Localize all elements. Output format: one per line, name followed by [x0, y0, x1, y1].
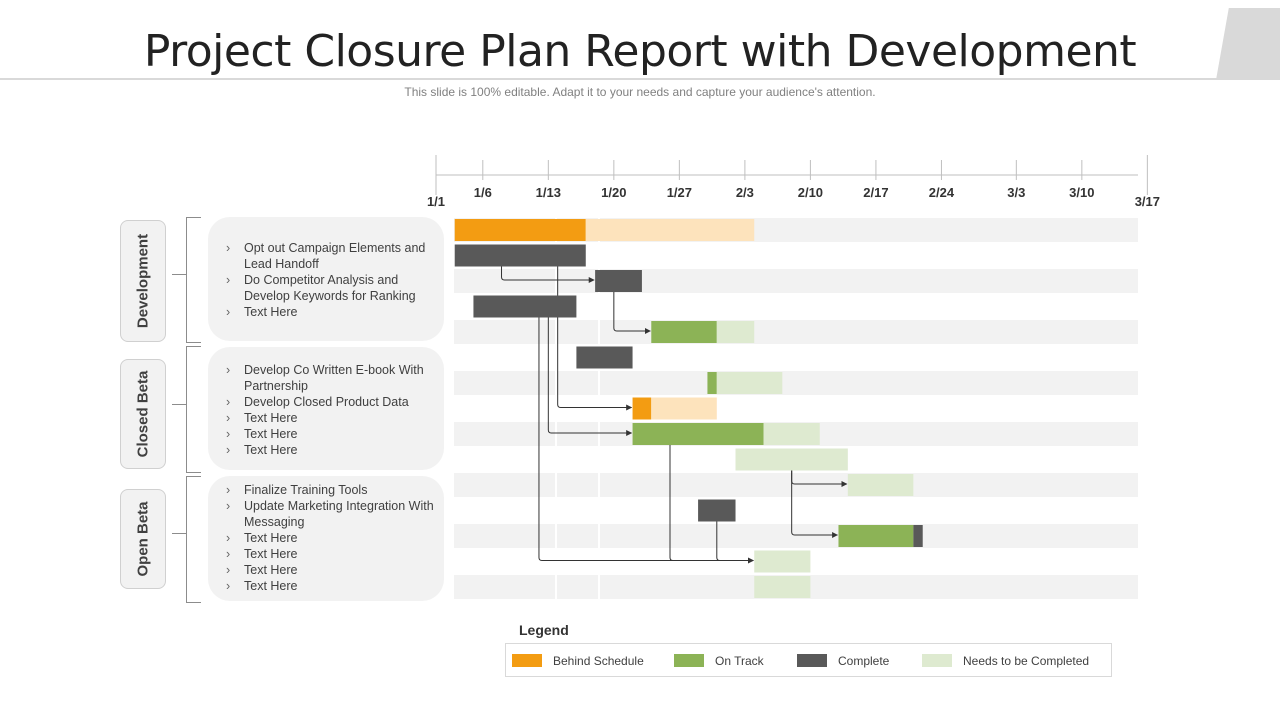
dependency-arrow — [557, 264, 633, 411]
legend-swatch — [922, 654, 952, 667]
bracket-tick — [172, 404, 186, 405]
task-item: Text Here — [226, 562, 436, 578]
task-item: Do Competitor Analysis and Develop Keywo… — [226, 272, 436, 304]
task-item: Opt out Campaign Elements and Lead Hando… — [226, 240, 436, 272]
task-item: Text Here — [226, 410, 436, 426]
gantt-bar-on-track — [632, 423, 764, 445]
legend-swatch — [512, 654, 542, 667]
page-title: Project Closure Plan Report with Develop… — [143, 26, 1137, 77]
dependency-arrow — [613, 290, 651, 334]
bracket-tick — [172, 274, 186, 275]
dependency-arrow — [538, 315, 754, 564]
gantt-bar-complete — [913, 525, 923, 547]
gantt-bar-behind-light — [651, 397, 717, 420]
dependency-arrow — [716, 519, 754, 564]
gantt-bar-needs — [754, 576, 811, 598]
phase-development: Development — [120, 220, 166, 342]
gantt-bar-on-track — [651, 321, 717, 343]
legend-label: Complete — [838, 654, 890, 668]
task-item: Finalize Training Tools — [226, 482, 436, 498]
task-item: Develop Closed Product Data — [226, 394, 436, 410]
task-list-open-beta: Finalize Training Tools Update Marketing… — [208, 476, 444, 601]
dependency-arrow — [669, 443, 754, 564]
gantt-bar-complete — [595, 270, 642, 292]
page-subtitle: This slide is 100% editable. Adapt it to… — [404, 85, 876, 99]
x-tick-label: 1/13 — [536, 185, 561, 200]
x-tick-label: 3/3 — [1007, 185, 1025, 200]
gantt-bar-needs — [735, 448, 848, 471]
x-tick-label: 1/20 — [601, 185, 626, 200]
gantt-bar-complete — [698, 499, 736, 522]
gantt-bar-complete — [454, 244, 586, 267]
gantt-bar-behind-light — [585, 219, 755, 241]
gantt-bar-complete — [473, 295, 577, 318]
phase-bracket — [186, 476, 201, 603]
task-item: Text Here — [226, 546, 436, 562]
title-divider — [0, 78, 1222, 80]
bracket-tick — [172, 533, 186, 534]
gantt-bar-complete — [576, 346, 633, 369]
phase-open-beta: Open Beta — [120, 489, 166, 589]
task-item: Text Here — [226, 442, 436, 458]
legend: Behind Schedule On Track Complete Needs … — [505, 643, 1112, 677]
x-tick-label: 1/6 — [474, 185, 492, 200]
task-item: Text Here — [226, 426, 436, 442]
legend-label: On Track — [715, 654, 764, 668]
task-list-closed-beta: Develop Co Written E-book With Partnersh… — [208, 347, 444, 470]
row-band — [454, 524, 1138, 548]
row-band — [454, 269, 1138, 293]
legend-swatch — [797, 654, 827, 667]
phase-bracket — [186, 346, 201, 473]
x-tick-label: 1/27 — [667, 185, 692, 200]
x-tick-label: 2/3 — [736, 185, 754, 200]
dependency-arrow — [501, 264, 595, 283]
legend-swatch — [674, 654, 704, 667]
legend-title: Legend — [519, 622, 569, 638]
gantt-bar-behind — [632, 397, 652, 420]
legend-label: Needs to be Completed — [963, 654, 1090, 668]
row-band — [454, 371, 1138, 395]
x-tick-label: 2/10 — [798, 185, 823, 200]
task-item: Update Marketing Integration With Messag… — [226, 498, 436, 530]
x-tick-label: 1/1 — [427, 194, 445, 209]
gantt-bar-needs — [716, 372, 783, 394]
gantt-bar-needs — [763, 423, 820, 445]
row-band — [454, 320, 1138, 344]
gantt-bar-on-track — [707, 372, 717, 394]
x-tick-label: 3/10 — [1069, 185, 1094, 200]
x-tick-label: 2/17 — [863, 185, 888, 200]
task-item: Text Here — [226, 530, 436, 546]
x-tick-label: 3/17 — [1135, 194, 1160, 209]
task-item: Develop Co Written E-book With Partnersh… — [226, 362, 436, 394]
phase-closed-beta: Closed Beta — [120, 359, 166, 469]
dependency-arrow — [791, 468, 839, 538]
gantt-bar-behind — [454, 219, 586, 241]
gantt-bar-needs — [847, 474, 914, 496]
row-band — [454, 473, 1138, 497]
gantt-bar-needs — [716, 321, 755, 343]
gantt-bar-on-track — [838, 525, 914, 547]
task-item: Text Here — [226, 304, 436, 320]
task-list-development: Opt out Campaign Elements and Lead Hando… — [208, 217, 444, 341]
dependency-arrow — [547, 315, 633, 436]
phase-bracket — [186, 217, 201, 343]
gantt-bar-needs — [754, 550, 811, 573]
x-tick-label: 2/24 — [929, 185, 955, 200]
task-item: Text Here — [226, 578, 436, 594]
legend-label: Behind Schedule — [553, 654, 644, 668]
